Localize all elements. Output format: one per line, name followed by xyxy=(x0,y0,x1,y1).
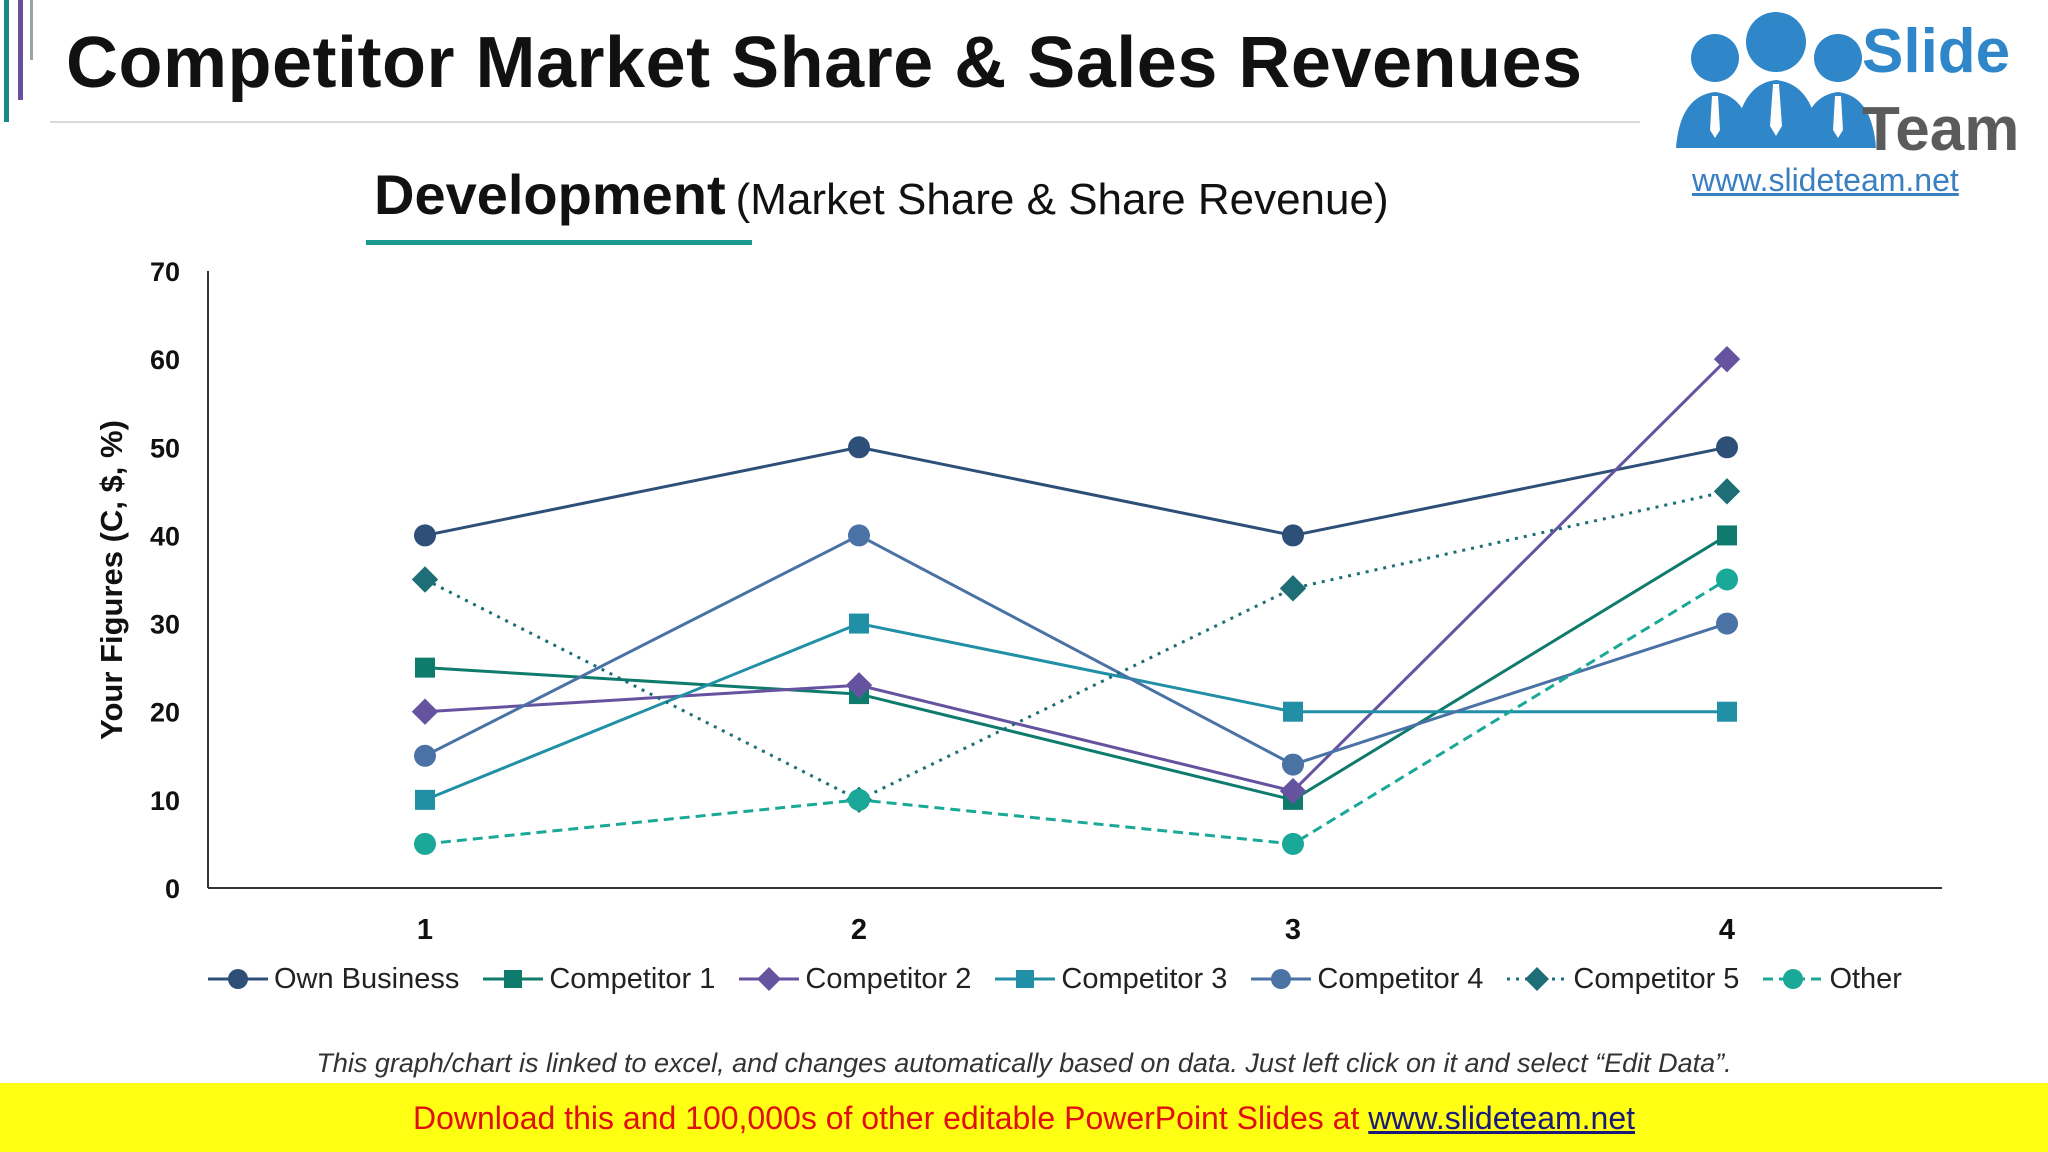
data-point xyxy=(1282,753,1304,776)
people-group-icon: Slide Team xyxy=(1676,12,2019,164)
y-tick-label: 0 xyxy=(165,874,180,904)
banner-link[interactable]: www.slideteam.net xyxy=(1368,1100,1636,1136)
series-competitor-3 xyxy=(415,613,1737,810)
logo-line1: Slide xyxy=(1862,17,2010,86)
y-tick-label: 30 xyxy=(150,610,180,640)
legend-marker xyxy=(504,970,523,988)
series-line xyxy=(424,578,1728,846)
legend-marker xyxy=(1016,970,1035,988)
data-point xyxy=(1713,478,1741,505)
series-other xyxy=(414,568,1738,855)
chart-legend: Own Business Competitor 1 Competitor 2 Comp… xyxy=(206,958,1924,1000)
y-tick-label: 50 xyxy=(150,433,180,463)
legend-marker xyxy=(228,969,248,989)
data-point xyxy=(848,524,870,547)
legend-swatch xyxy=(1507,967,1568,991)
data-point xyxy=(1282,524,1304,547)
data-point xyxy=(1283,701,1303,722)
series-line xyxy=(424,358,1729,793)
y-tick-label: 70 xyxy=(150,257,180,287)
subtitle-rest: (Market Share & Share Revenue) xyxy=(735,175,1389,224)
series-line xyxy=(424,533,1728,767)
legend-swatch xyxy=(483,970,544,988)
data-point xyxy=(415,657,435,678)
line-chart[interactable]: 0 10 20 30 40 50 60 70 1 2 3 4 Your Figures (C, $, %… xyxy=(0,240,2048,960)
legend-marker xyxy=(1525,967,1550,991)
data-point xyxy=(1717,701,1737,722)
legend-item: Other xyxy=(1761,963,1902,996)
data-point xyxy=(1717,525,1737,546)
legend-item: Competitor 3 xyxy=(993,963,1227,996)
data-point xyxy=(411,698,439,725)
subtitle-underline xyxy=(366,240,752,245)
legend-item: Own Business xyxy=(206,963,459,996)
series-line xyxy=(424,445,1728,537)
x-tick-label: 1 xyxy=(417,914,433,946)
legend-label: Competitor 5 xyxy=(1573,962,1740,995)
series-line xyxy=(424,534,1728,802)
data-point xyxy=(414,744,436,767)
data-point xyxy=(848,436,870,459)
chart-subtitle: Development (Market Share & Share Revenue… xyxy=(374,162,1389,227)
legend-label: Competitor 4 xyxy=(1317,962,1484,995)
legend-label: Own Business xyxy=(274,962,460,995)
banner-text: Download this and 100,000s of other edit… xyxy=(412,1100,1360,1136)
data-point xyxy=(411,566,439,593)
accent-bar-purple xyxy=(18,0,23,100)
series-line xyxy=(424,489,1728,802)
legend-label: Competitor 2 xyxy=(805,962,972,995)
legend-swatch xyxy=(1251,969,1312,989)
banner-text-row: Download this and 100,000s of other edit… xyxy=(0,1100,2048,1137)
y-axis-title: Your Figures (C, $, %) xyxy=(94,420,129,740)
logo-line2: Team xyxy=(1862,95,2019,164)
series-competitor-2 xyxy=(411,345,1741,805)
legend-marker xyxy=(757,967,782,991)
series-competitor-5 xyxy=(411,478,1741,814)
title-divider xyxy=(50,121,1640,123)
slideteam-logo[interactable]: Slide Team xyxy=(1640,0,2048,200)
accent-bar-teal xyxy=(4,0,9,122)
data-point xyxy=(849,613,869,634)
data-point xyxy=(414,832,436,855)
legend-swatch xyxy=(208,969,268,989)
legend-item: Competitor 1 xyxy=(481,963,715,996)
legend-item: Competitor 5 xyxy=(1505,963,1739,996)
legend-marker xyxy=(1783,969,1804,989)
legend-swatch xyxy=(995,970,1056,988)
legend-item: Competitor 2 xyxy=(737,963,971,996)
data-point xyxy=(848,788,870,811)
x-tick-label: 2 xyxy=(851,914,867,946)
accent-bar-gray xyxy=(30,0,33,60)
x-tick-label: 4 xyxy=(1719,914,1735,946)
footnote: This graph/chart is linked to excel, and… xyxy=(316,1048,1732,1078)
logo-url-link[interactable]: www.slideteam.net xyxy=(1692,162,1959,198)
data-point xyxy=(414,524,436,547)
data-point xyxy=(1282,832,1304,855)
y-tick-label: 20 xyxy=(150,698,180,728)
legend-item: Competitor 4 xyxy=(1249,963,1483,996)
data-point xyxy=(1279,575,1307,602)
data-point xyxy=(1716,436,1738,459)
x-tick-label: 3 xyxy=(1285,914,1301,946)
legend-label: Competitor 1 xyxy=(549,962,716,995)
legend-label: Competitor 3 xyxy=(1061,962,1228,995)
data-point xyxy=(1716,568,1738,591)
legend-swatch xyxy=(739,967,800,991)
series-competitor-4 xyxy=(414,524,1738,776)
y-tick-label: 10 xyxy=(150,786,180,816)
slide-title: Competitor Market Share & Sales Revenues xyxy=(66,23,1583,103)
legend-label: Other xyxy=(1829,962,1902,995)
legend-marker xyxy=(1271,969,1292,989)
data-point xyxy=(1716,612,1738,635)
y-tick-label: 40 xyxy=(150,521,180,551)
data-point xyxy=(415,789,435,810)
download-banner xyxy=(0,1083,2048,1152)
subtitle-main: Development xyxy=(374,163,726,226)
data-point xyxy=(1279,777,1307,805)
series-own-business xyxy=(414,436,1738,547)
y-tick-label: 60 xyxy=(150,345,180,375)
legend-swatch xyxy=(1763,969,1824,989)
